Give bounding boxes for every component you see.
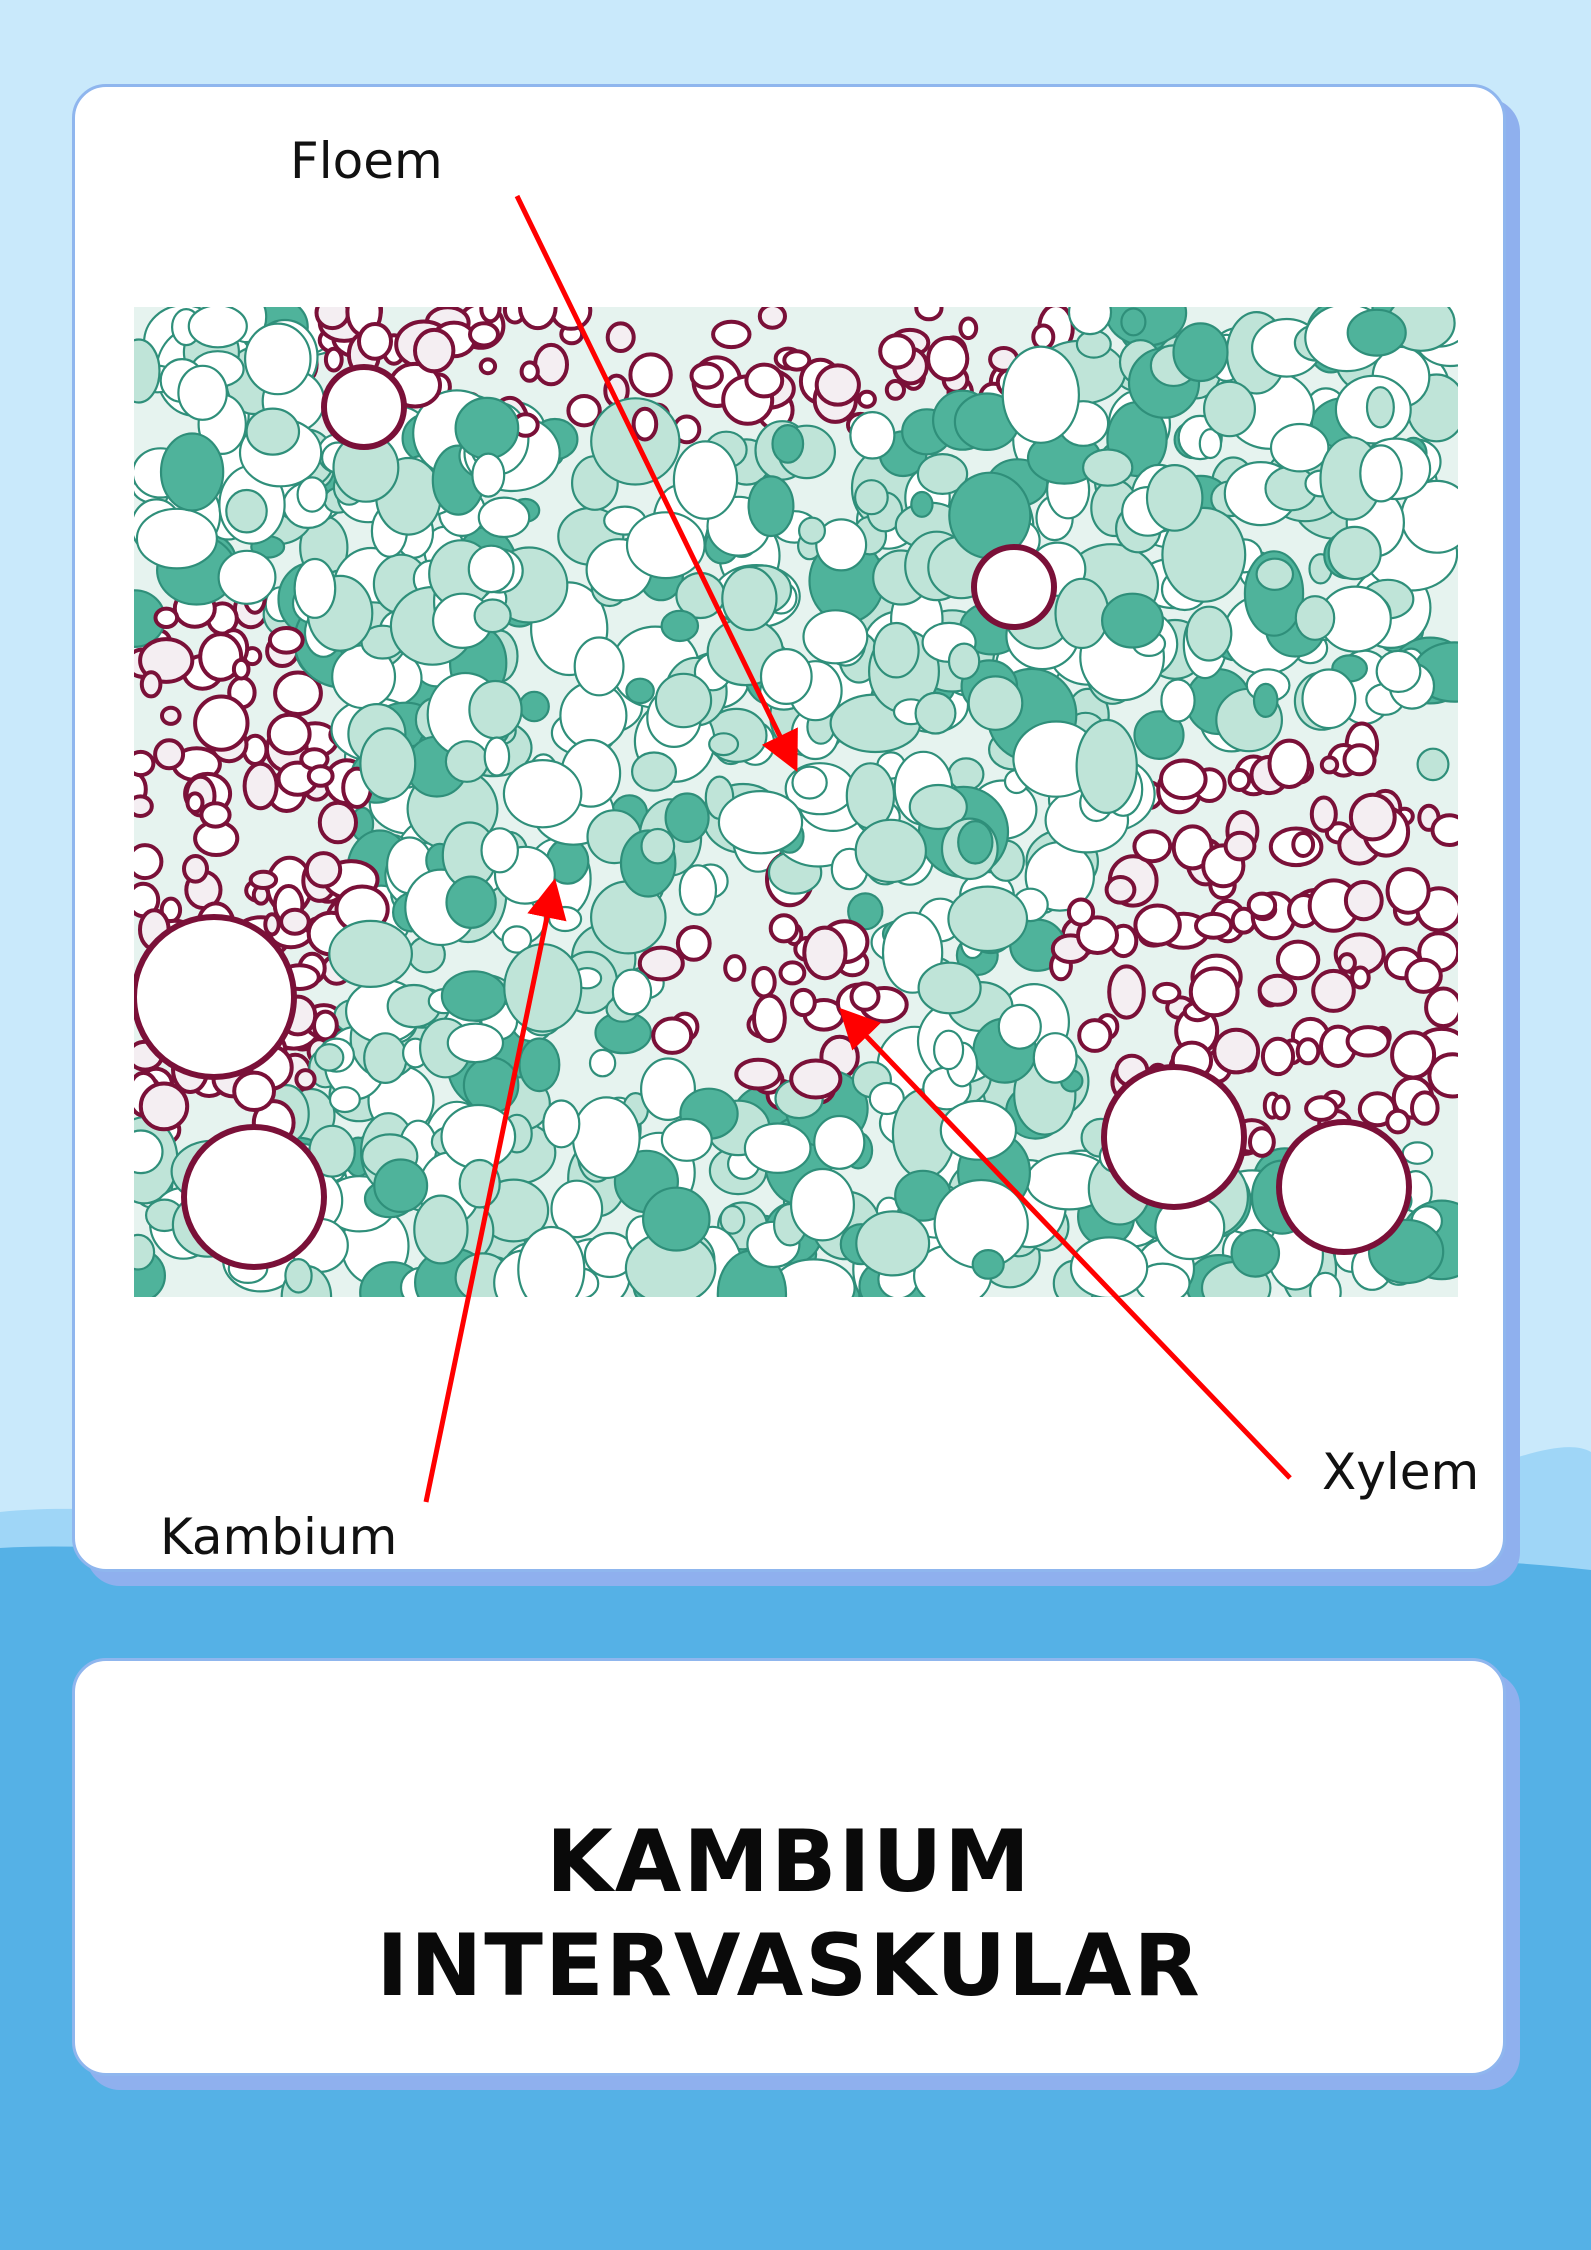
floem-label: Floem — [290, 132, 443, 190]
xylem-label: Xylem — [1322, 1443, 1480, 1501]
kambium-label: Kambium — [160, 1508, 398, 1566]
page-title: KAMBIUM INTERVASKULAR — [72, 1810, 1506, 2018]
microscope-image — [134, 307, 1458, 1297]
title-card — [72, 1658, 1506, 2076]
title-line-1: KAMBIUM — [546, 1812, 1032, 1912]
title-line-2: INTERVASKULAR — [376, 1916, 1202, 2016]
